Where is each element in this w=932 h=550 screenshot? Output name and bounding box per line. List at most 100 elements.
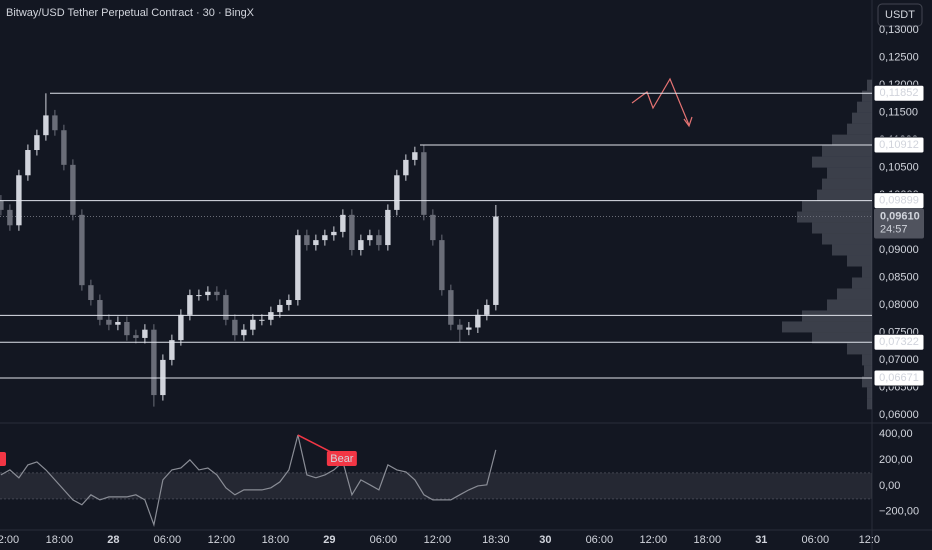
indicator-tick-label: 200,00 <box>879 454 913 466</box>
level-label-box <box>873 333 925 351</box>
candle-body <box>124 321 130 336</box>
y-tick-label: 0,11500 <box>879 107 918 119</box>
volume-profile-bar <box>812 156 872 168</box>
candle-body <box>484 304 490 315</box>
currency-label[interactable]: USDT <box>885 9 915 21</box>
volume-profile-bar <box>822 178 872 190</box>
volume-profile-bar <box>847 255 872 267</box>
cut-signal-label <box>0 452 6 466</box>
candle-body <box>394 175 400 210</box>
volume-profile-bar <box>864 365 872 377</box>
volume-profile-bar <box>797 211 872 223</box>
candle-body <box>304 235 310 246</box>
candle-body <box>349 214 355 251</box>
candle-body <box>133 335 139 338</box>
candle-body <box>196 295 202 297</box>
x-tick-label: 12:00 <box>640 534 668 546</box>
x-tick-label: 30 <box>539 534 551 546</box>
y-tick-label: 0,08500 <box>879 271 919 283</box>
candle-body <box>367 235 373 241</box>
candle-body <box>259 319 265 321</box>
level-label: 0,06671 <box>879 372 919 384</box>
volume-profile-bar <box>837 288 872 300</box>
volume-profile-bar <box>862 354 872 366</box>
volume-profile-bar <box>832 244 872 256</box>
volume-profile-bar <box>852 112 872 124</box>
volume-profile-bar <box>857 101 872 113</box>
x-tick-label: 12:00 <box>424 534 452 546</box>
x-tick-label: 28 <box>107 534 119 546</box>
candle-body <box>34 135 40 151</box>
volume-profile-bar <box>862 376 872 388</box>
volume-profile-bar <box>847 343 872 355</box>
indicator-tick-label: −200,00 <box>879 506 919 518</box>
y-tick-label: 0,12500 <box>879 52 919 64</box>
candle-body <box>466 327 472 330</box>
volume-profile-bar <box>862 90 872 102</box>
candle-body <box>286 300 292 305</box>
countdown: 24:57 <box>880 223 908 235</box>
volume-profile-bar <box>817 189 872 201</box>
arrow-head <box>683 116 693 128</box>
candle-body <box>88 285 94 301</box>
candle-body <box>7 209 13 226</box>
last-price-label: 0,09610 <box>880 210 920 222</box>
volume-profile-bar <box>827 299 872 311</box>
candle-body <box>358 240 364 251</box>
candle-body <box>205 291 211 296</box>
x-tick-label: 12:0 <box>859 534 880 546</box>
candle-body <box>52 115 58 131</box>
candle-body <box>277 304 283 313</box>
y-tick-label: 0,08000 <box>879 299 919 311</box>
x-tick-label: 18:00 <box>694 534 722 546</box>
projection-arrow <box>631 77 690 126</box>
x-tick-label: 12:00 <box>0 534 19 546</box>
candle-body <box>79 214 85 286</box>
candle-body <box>448 290 454 325</box>
candle-body <box>250 319 256 330</box>
volume-profile-bar <box>822 233 872 245</box>
candle-body <box>106 319 112 325</box>
candle-body <box>142 329 148 338</box>
candle-body <box>232 319 238 336</box>
level-label: 0,09899 <box>879 195 919 207</box>
candle-body <box>151 329 157 396</box>
candle-body <box>457 324 463 330</box>
volume-profile-bar <box>867 387 872 399</box>
x-tick-label: 31 <box>755 534 767 546</box>
level-label-box <box>873 369 925 387</box>
candle-body <box>331 231 337 236</box>
volume-profile-bar <box>862 266 872 278</box>
candle-body <box>223 295 229 320</box>
currency-button[interactable] <box>877 3 923 27</box>
x-tick-label: 18:30 <box>482 534 510 546</box>
candle-body <box>214 291 220 296</box>
candle-body <box>97 300 103 320</box>
candle-body <box>115 321 121 325</box>
x-tick-label: 06:00 <box>154 534 182 546</box>
candle-body <box>187 295 193 315</box>
y-tick-label: 0,07000 <box>879 354 919 366</box>
candle-body <box>412 152 418 160</box>
candle-body <box>70 164 76 215</box>
x-tick-label: 18:00 <box>46 534 74 546</box>
level-label: 0,07322 <box>879 336 919 348</box>
candle-body <box>421 152 427 215</box>
chart-title: Bitway/USD Tether Perpetual Contract · 3… <box>6 7 255 19</box>
y-tick-label: 0,06000 <box>879 409 919 421</box>
level-label: 0,11852 <box>880 87 919 99</box>
candle-body <box>169 340 175 360</box>
level-label-box <box>873 136 925 154</box>
volume-profile-bar <box>812 222 872 234</box>
level-label-box <box>873 84 925 102</box>
candle-body <box>178 314 184 341</box>
divergence-label-box <box>326 451 357 467</box>
candle-body <box>340 214 346 232</box>
indicator-tick-label: 400,00 <box>879 428 913 440</box>
candle-body <box>295 235 301 301</box>
x-tick-label: 06:00 <box>802 534 830 546</box>
candle-body <box>385 209 391 246</box>
candle-body <box>376 235 382 246</box>
x-tick-label: 06:00 <box>586 534 614 546</box>
